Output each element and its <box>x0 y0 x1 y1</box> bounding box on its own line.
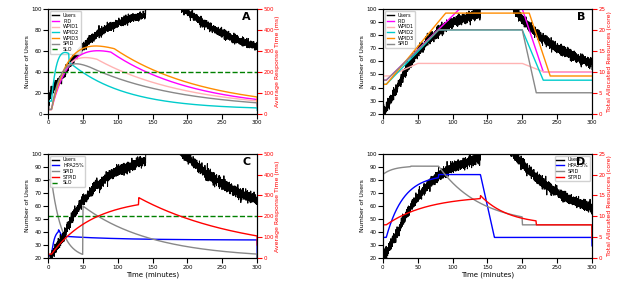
Y-axis label: Number of Users: Number of Users <box>25 180 30 233</box>
Legend: Users, PID, WPID1, WPID2, WPID3, SPID, SLO: Users, PID, WPID1, WPID2, WPID3, SPID, S… <box>51 11 81 54</box>
X-axis label: Time (minutes): Time (minutes) <box>126 271 179 277</box>
Legend: Users, HPA25%, SPID, STPID: Users, HPA25%, SPID, STPID <box>555 156 589 181</box>
Y-axis label: Average Response Time (ms): Average Response Time (ms) <box>275 15 280 107</box>
Text: C: C <box>243 157 251 167</box>
Y-axis label: Average Response Time (ms): Average Response Time (ms) <box>275 160 280 252</box>
Legend: Users, HPA25%, SPID, STPID, SLO: Users, HPA25%, SPID, STPID, SLO <box>51 156 85 187</box>
Y-axis label: Total Allocated Resources (core): Total Allocated Resources (core) <box>607 156 612 256</box>
Y-axis label: Number of Users: Number of Users <box>360 180 365 233</box>
Y-axis label: Number of Users: Number of Users <box>25 35 30 88</box>
Y-axis label: Total Allocated Resources (core): Total Allocated Resources (core) <box>607 11 612 112</box>
X-axis label: Time (minutes): Time (minutes) <box>461 271 514 277</box>
Text: A: A <box>243 12 251 22</box>
Y-axis label: Number of Users: Number of Users <box>360 35 365 88</box>
Text: D: D <box>577 157 586 167</box>
Text: B: B <box>577 12 586 22</box>
Legend: Users, PID, WPID1, WPID2, WPID3, SPID: Users, PID, WPID1, WPID2, WPID3, SPID <box>385 11 415 48</box>
